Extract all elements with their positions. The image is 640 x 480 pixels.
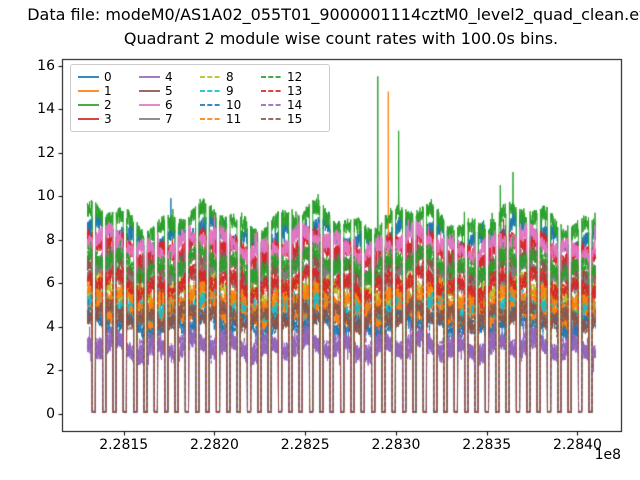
legend-item: 11 [200,112,261,126]
plot-suptitle: Data file: modeM0/AS1A02_055T01_90000011… [27,5,640,24]
axes-title: Quadrant 2 module wise count rates with … [123,29,559,48]
y-tick-label: 6 [46,275,55,292]
legend-label: 9 [226,84,234,98]
legend-line-sample [200,76,221,78]
legend-item: 7 [139,112,200,126]
legend-item: 2 [78,98,139,112]
legend: 0 1 2 3 4 5 6 7 8 9 10 11 12 13 14 15 [70,64,330,132]
x-tick-label: 2.2835 [462,437,512,453]
legend-item: 9 [200,84,261,98]
legend-label: 1 [104,84,112,98]
y-tick-label: 2 [46,362,55,379]
legend-line-sample [139,90,160,92]
legend-item: 12 [261,70,322,84]
legend-line-sample [200,118,221,120]
legend-line-sample [200,90,221,92]
y-tick-label: 10 [37,188,55,205]
legend-column: 12 13 14 15 [261,70,322,126]
y-tick-label: 16 [37,57,55,74]
legend-line-sample [200,104,221,106]
legend-line-sample [261,118,282,120]
y-tick-label: 0 [46,405,55,422]
legend-line-sample [261,104,282,106]
x-tick-label: 2.2825 [280,437,330,453]
legend-label: 5 [165,84,173,98]
legend-label: 11 [226,112,242,126]
legend-label: 8 [226,70,234,84]
legend-column: 8 9 10 11 [200,70,261,126]
y-tick-label: 8 [46,231,55,248]
legend-item: 1 [78,84,139,98]
y-tick-label: 12 [37,144,55,161]
legend-label: 2 [104,98,112,112]
legend-label: 10 [226,98,242,112]
x-tick-label: 2.2820 [189,437,239,453]
legend-item: 13 [261,84,322,98]
legend-item: 5 [139,84,200,98]
legend-item: 8 [200,70,261,84]
legend-item: 0 [78,70,139,84]
legend-label: 12 [287,70,303,84]
legend-label: 13 [287,84,303,98]
x-tick-label: 2.2840 [552,437,602,453]
legend-label: 15 [287,112,303,126]
legend-item: 3 [78,112,139,126]
legend-item: 6 [139,98,200,112]
legend-line-sample [139,118,160,120]
legend-line-sample [78,104,99,106]
legend-label: 3 [104,112,112,126]
legend-line-sample [139,76,160,78]
legend-label: 6 [165,98,173,112]
legend-line-sample [78,90,99,92]
x-tick-label: 2.2830 [371,437,421,453]
legend-item: 15 [261,112,322,126]
x-tick-label: 2.2815 [99,437,149,453]
legend-line-sample [78,76,99,78]
legend-item: 4 [139,70,200,84]
legend-label: 0 [104,70,112,84]
legend-label: 4 [165,70,173,84]
legend-label: 14 [287,98,303,112]
legend-line-sample [261,90,282,92]
y-tick-label: 14 [37,101,55,118]
legend-line-sample [78,118,99,120]
x-axis-offset-label: 1e8 [594,447,621,463]
y-tick-label: 4 [46,318,55,335]
legend-item: 10 [200,98,261,112]
legend-line-sample [139,104,160,106]
legend-label: 7 [165,112,173,126]
legend-line-sample [261,76,282,78]
legend-item: 14 [261,98,322,112]
